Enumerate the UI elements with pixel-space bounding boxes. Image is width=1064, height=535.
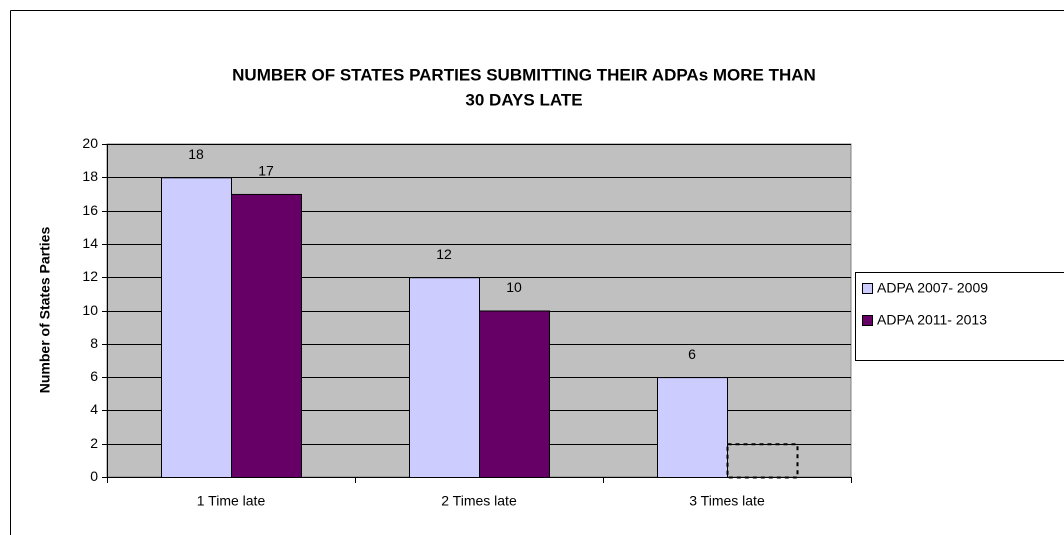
y-tick-label: 10 xyxy=(82,302,98,318)
data-label: 10 xyxy=(506,279,522,295)
x-tick-label: 2 Times late xyxy=(441,493,517,509)
legend-label: ADPA 2011- 2013 xyxy=(877,312,987,328)
bar xyxy=(726,443,799,479)
y-tick-label: 2 xyxy=(90,435,98,451)
legend-swatch xyxy=(862,283,873,294)
y-axis-label: Number of States Parties xyxy=(37,227,53,394)
bar xyxy=(231,193,302,478)
bar xyxy=(409,277,480,479)
legend-box xyxy=(855,272,1064,361)
legend-swatch xyxy=(862,315,873,326)
y-tick-label: 20 xyxy=(82,135,98,151)
y-tick-label: 18 xyxy=(82,168,98,184)
data-label: 6 xyxy=(688,346,696,362)
data-label: 17 xyxy=(258,163,274,179)
chart-title: NUMBER OF STATES PARTIES SUBMITTING THEI… xyxy=(232,65,816,84)
x-tick-label: 1 Time late xyxy=(197,493,266,509)
y-tick-label: 6 xyxy=(90,368,98,384)
y-tick-label: 8 xyxy=(90,335,98,351)
x-tick-label: 3 Times late xyxy=(689,493,765,509)
legend-label: ADPA 2007- 2009 xyxy=(877,280,988,296)
data-label: 12 xyxy=(436,246,452,262)
bar xyxy=(161,177,232,479)
y-tick-label: 0 xyxy=(90,468,98,484)
y-tick-label: 16 xyxy=(82,202,98,218)
y-tick-label: 12 xyxy=(82,268,98,284)
y-tick-label: 14 xyxy=(82,235,98,251)
bar xyxy=(479,310,550,478)
chart-title: 30 DAYS LATE xyxy=(465,90,582,109)
data-label: 18 xyxy=(188,146,204,162)
y-tick-label: 4 xyxy=(90,401,98,417)
bar xyxy=(657,377,728,479)
